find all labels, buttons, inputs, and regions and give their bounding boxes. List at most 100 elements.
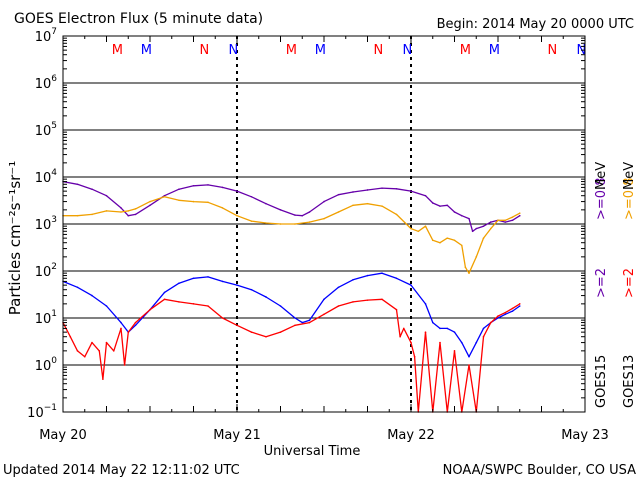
data-point-goes15-2-mev xyxy=(468,355,470,358)
data-point-goes15-2-mev xyxy=(446,327,449,330)
data-point-goes13-0-8-mev xyxy=(381,205,383,207)
data-point-goes15-0-8-mev xyxy=(105,194,108,197)
data-point-goes13-0-8-mev xyxy=(178,199,180,202)
satellite-marker: N xyxy=(374,43,384,58)
data-point-goes15-0-8-mev xyxy=(489,221,492,223)
goes13-ge2-label: >=2 xyxy=(622,268,637,298)
data-point-goes15-2-mev xyxy=(497,317,499,319)
series-line-goes13-0-8-mev xyxy=(63,196,521,274)
data-point-goes13-0-8-mev xyxy=(207,201,209,204)
data-point-goes13-0-8-mev xyxy=(395,213,398,216)
data-point-goes15-2-mev xyxy=(178,282,180,285)
data-point-goes15-0-8-mev xyxy=(446,204,449,207)
data-point-goes15-2-mev xyxy=(460,341,463,344)
data-point-goes13-0-8-mev xyxy=(294,223,296,225)
data-point-goes13-2-mev xyxy=(279,331,282,333)
data-point-goes13-0-8-mev xyxy=(366,202,369,205)
data-point-goes13-0-8-mev xyxy=(76,214,79,217)
satellite-marker: M xyxy=(489,43,500,58)
data-point-goes15-2-mev xyxy=(381,272,383,274)
chart-title: GOES Electron Flux (5 minute data) xyxy=(14,11,263,27)
data-point-goes13-2-mev xyxy=(98,350,101,352)
data-point-goes15-2-mev xyxy=(120,321,122,324)
data-point-goes13-0-8-mev xyxy=(504,219,507,222)
mev-label-1: MeV xyxy=(594,162,609,190)
updated-timestamp: Updated 2014 May 22 12:11:02 UTC xyxy=(3,463,240,478)
data-point-goes13-0-8-mev xyxy=(482,237,485,239)
data-point-goes13-0-8-mev xyxy=(279,223,282,225)
goes15-ge08-label: >=0.8 xyxy=(594,178,609,220)
data-point-goes13-2-mev xyxy=(123,364,126,366)
data-point-goes13-2-mev xyxy=(413,355,416,358)
y-tick-label: 107 xyxy=(35,27,57,45)
data-point-goes13-0-8-mev xyxy=(265,222,267,224)
data-point-goes13-2-mev xyxy=(265,335,267,338)
data-point-goes13-0-8-mev xyxy=(236,214,238,217)
data-point-goes13-0-8-mev xyxy=(323,217,325,220)
data-point-goes13-2-mev xyxy=(489,321,492,324)
data-point-goes13-0-8-mev xyxy=(250,220,253,222)
data-point-goes13-0-8-mev xyxy=(352,204,354,207)
satellite-marker: M xyxy=(286,43,297,58)
data-point-goes13-2-mev xyxy=(395,308,398,311)
data-point-goes13-2-mev xyxy=(424,331,427,333)
data-point-goes15-2-mev xyxy=(91,294,93,297)
data-point-goes13-2-mev xyxy=(518,303,521,305)
data-point-goes13-2-mev xyxy=(402,327,405,330)
x-tick-label: May 22 xyxy=(387,428,435,443)
data-point-goes13-2-mev xyxy=(120,327,122,330)
begin-label: Begin: 2014 May 20 0000 UTC xyxy=(437,17,634,32)
data-point-goes15-2-mev xyxy=(482,327,485,330)
data-point-goes13-0-8-mev xyxy=(134,208,137,210)
y-tick-label: 106 xyxy=(35,74,58,92)
data-point-goes15-2-mev xyxy=(511,310,514,312)
data-point-goes15-2-mev xyxy=(431,321,434,324)
data-point-goes13-2-mev xyxy=(468,364,470,366)
data-point-goes15-2-mev xyxy=(105,305,108,307)
data-point-goes13-2-mev xyxy=(352,301,354,303)
data-point-goes13-0-8-mev xyxy=(511,216,514,218)
data-point-goes15-0-8-mev xyxy=(221,186,224,189)
data-point-goes13-2-mev xyxy=(149,308,151,311)
data-point-goes15-2-mev xyxy=(236,284,238,286)
data-point-goes15-0-8-mev xyxy=(192,184,195,187)
data-point-goes15-0-8-mev xyxy=(471,230,474,233)
x-tick-label: May 21 xyxy=(213,428,261,443)
data-point-goes15-2-mev xyxy=(352,278,354,281)
data-point-goes15-0-8-mev xyxy=(395,188,398,190)
data-point-goes13-2-mev xyxy=(294,324,296,327)
goes13-label: GOES13 xyxy=(622,355,637,408)
data-point-goes15-0-8-mev xyxy=(337,193,340,196)
data-point-goes13-0-8-mev xyxy=(446,237,449,239)
data-point-goes13-0-8-mev xyxy=(410,227,412,230)
data-point-goes13-2-mev xyxy=(163,298,166,301)
data-point-goes15-0-8-mev xyxy=(91,188,93,191)
data-point-goes13-0-8-mev xyxy=(91,213,93,216)
data-point-goes15-2-mev xyxy=(76,286,79,289)
data-point-goes15-0-8-mev xyxy=(518,214,521,217)
data-point-goes13-2-mev xyxy=(337,305,340,307)
data-point-goes13-0-8-mev xyxy=(163,195,166,198)
data-point-goes13-2-mev xyxy=(250,331,253,333)
goes15-label: GOES15 xyxy=(594,355,609,408)
x-axis-label: Universal Time xyxy=(264,444,361,459)
data-point-goes13-2-mev xyxy=(308,321,311,324)
data-point-goes15-0-8-mev xyxy=(301,214,304,217)
data-point-goes13-2-mev xyxy=(127,331,130,333)
satellite-marker: N xyxy=(200,43,210,58)
data-point-goes15-0-8-mev xyxy=(76,183,79,186)
data-point-goes13-2-mev xyxy=(192,303,195,305)
data-point-goes15-2-mev xyxy=(518,305,521,307)
satellite-marker: N xyxy=(548,43,558,58)
data-point-goes15-0-8-mev xyxy=(460,214,463,217)
satellite-marker: N xyxy=(403,43,413,58)
data-point-goes13-0-8-mev xyxy=(439,241,441,244)
data-point-goes15-2-mev xyxy=(323,298,325,301)
goes13-ge08-label: >=0.8 xyxy=(622,178,637,220)
data-point-goes15-0-8-mev xyxy=(511,219,514,222)
data-point-goes13-0-8-mev xyxy=(105,210,108,212)
data-point-goes15-2-mev xyxy=(294,317,296,319)
data-point-goes15-2-mev xyxy=(265,296,267,298)
